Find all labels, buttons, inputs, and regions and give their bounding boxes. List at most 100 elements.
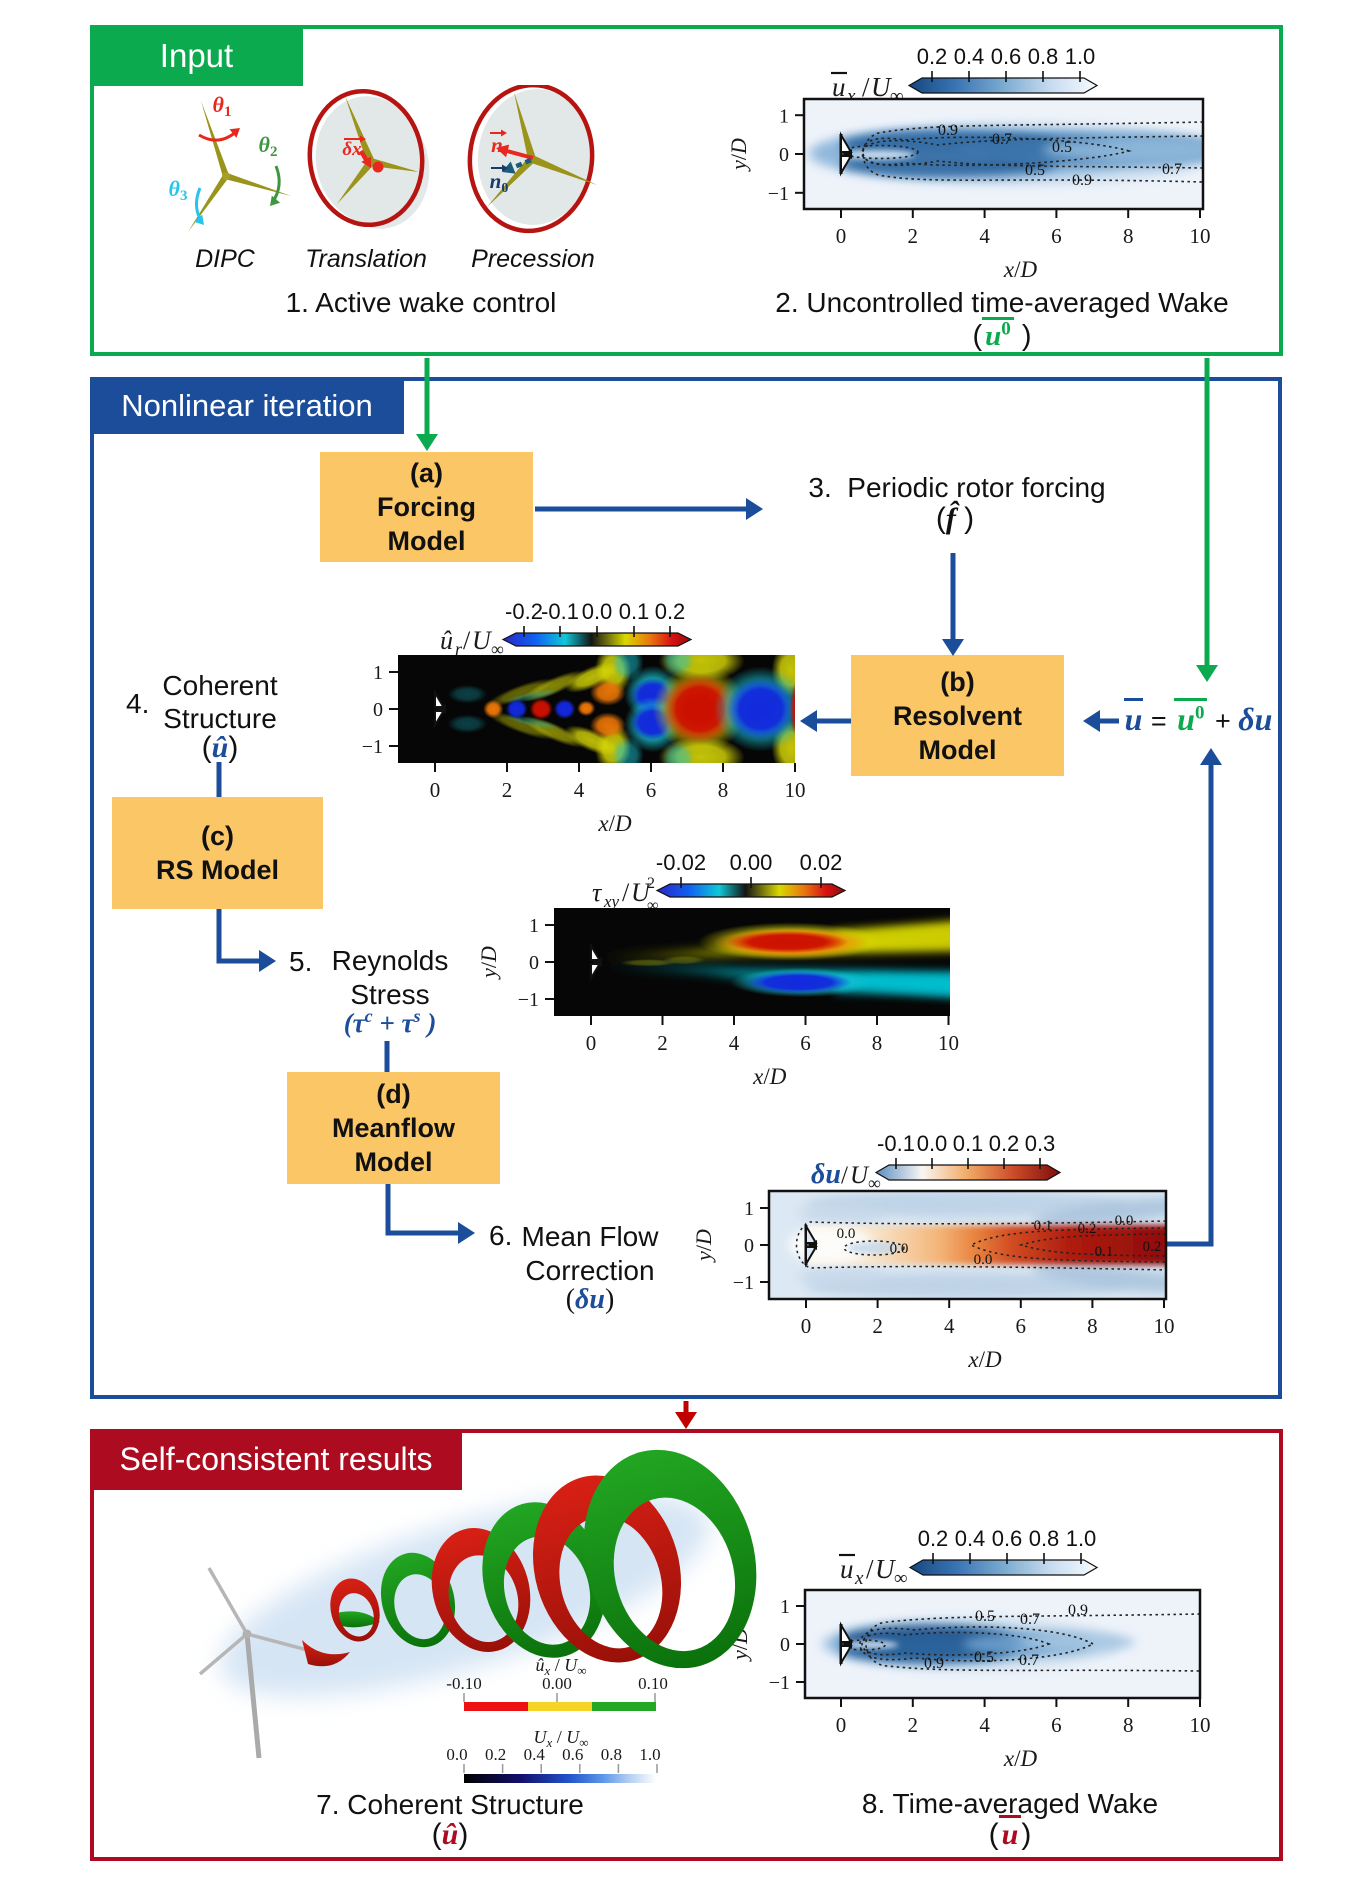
svg-text:0.5: 0.5 [1025,162,1045,179]
svg-text:∞: ∞ [647,897,658,914]
svg-text:0.7: 0.7 [1162,161,1182,178]
svg-text:0.4: 0.4 [524,1745,546,1764]
svg-text:0: 0 [529,952,539,974]
svg-text:û: û [440,626,453,655]
svg-text:−1: −1 [768,183,789,205]
svg-text:/: / [862,72,870,102]
svg-text:6: 6 [646,778,657,802]
svg-text:∞: ∞ [491,639,504,659]
svg-text:8: 8 [718,778,729,802]
svg-text:1: 1 [744,1198,754,1220]
svg-text:0.8: 0.8 [601,1745,622,1764]
svg-text:1: 1 [529,915,539,937]
svg-text:−1: −1 [769,1672,790,1694]
svg-text:0.8: 0.8 [1029,1526,1060,1551]
svg-text:0.2: 0.2 [655,599,686,624]
svg-text:0.1: 0.1 [619,599,650,624]
svg-text:−1: −1 [733,1272,754,1294]
svg-text:0.8: 0.8 [1028,44,1059,69]
svg-text:x: x [846,86,856,107]
svg-text:u: u [832,72,846,102]
svg-text:0.6: 0.6 [992,1526,1023,1551]
svg-text:4: 4 [729,1031,740,1055]
svg-text:10: 10 [938,1031,959,1055]
svg-text:-0.1: -0.1 [541,599,579,624]
svg-text:/: / [622,878,630,907]
svg-text:8: 8 [1123,1713,1134,1737]
svg-text:0.7: 0.7 [1019,1652,1039,1669]
svg-text:10: 10 [1190,1713,1211,1737]
svg-text:0.00: 0.00 [730,850,773,875]
svg-text:δx: δx [342,139,362,160]
svg-text:2: 2 [647,875,655,892]
svg-text:x/D: x/D [1003,257,1038,282]
svg-text:θ3: θ3 [169,176,188,204]
svg-text:0.9: 0.9 [1072,172,1092,189]
svg-text:r: r [455,639,463,659]
svg-text:n: n [491,133,503,157]
svg-text:0.0: 0.0 [1115,1213,1134,1229]
svg-text:2: 2 [657,1031,668,1055]
svg-text:y/D: y/D [726,138,751,172]
svg-text:x: x [854,1568,864,1589]
svg-text:1.0: 1.0 [1065,44,1096,69]
svg-text:0.2: 0.2 [1078,1221,1097,1237]
svg-text:0.1: 0.1 [1095,1244,1114,1260]
svg-text:0.0: 0.0 [974,1252,993,1268]
svg-text:2: 2 [908,224,919,248]
svg-text:6: 6 [1051,224,1062,248]
svg-text:4: 4 [979,1713,990,1737]
svg-text:∞: ∞ [868,1173,881,1193]
svg-text:x/D: x/D [752,1064,787,1089]
svg-text:ûx / U∞: ûx / U∞ [535,1655,586,1678]
svg-text:0.9: 0.9 [1068,1602,1088,1619]
svg-text:−1: −1 [362,736,383,758]
svg-text:0.7: 0.7 [992,131,1012,148]
svg-text:1.0: 1.0 [1066,1526,1097,1551]
svg-text:0: 0 [744,1235,754,1257]
svg-text:-0.2: -0.2 [505,599,543,624]
svg-text:0.3: 0.3 [1025,1131,1056,1156]
svg-text:0.0: 0.0 [446,1745,467,1764]
svg-text:6: 6 [1016,1314,1027,1338]
svg-text:-0.10: -0.10 [446,1674,481,1693]
svg-text:x/D: x/D [597,811,632,836]
svg-text:/: / [866,1554,874,1584]
svg-text:-0.02: -0.02 [656,850,706,875]
svg-text:y/D: y/D [695,1229,716,1263]
svg-text:0.10: 0.10 [638,1674,668,1693]
svg-text:x/D: x/D [1003,1746,1038,1771]
svg-text:0.5: 0.5 [975,1608,995,1625]
svg-text:x/D: x/D [967,1347,1002,1372]
svg-text:0.0: 0.0 [917,1131,948,1156]
svg-text:8: 8 [1087,1314,1098,1338]
svg-text:8: 8 [872,1031,883,1055]
svg-text:1: 1 [779,105,789,127]
svg-text:0: 0 [836,224,847,248]
svg-text:0.2: 0.2 [989,1131,1020,1156]
svg-text:0: 0 [373,699,383,721]
svg-text:0.6: 0.6 [991,44,1022,69]
svg-text:0.2: 0.2 [917,44,948,69]
svg-text:10: 10 [785,778,806,802]
svg-text:0.1: 0.1 [1034,1218,1053,1234]
svg-text:xy: xy [603,892,620,911]
svg-text:0.5: 0.5 [1052,139,1072,156]
svg-text:10: 10 [1154,1314,1175,1338]
svg-text:θ1: θ1 [213,92,232,120]
svg-text:τ: τ [592,878,603,907]
svg-text:U: U [631,878,652,907]
svg-text:0.2: 0.2 [1143,1239,1162,1255]
svg-text:8: 8 [1123,224,1134,248]
svg-text:0.4: 0.4 [954,44,985,69]
svg-text:0.0: 0.0 [582,599,613,624]
svg-text:2: 2 [872,1314,883,1338]
svg-text:0.2: 0.2 [485,1745,506,1764]
svg-text:0: 0 [836,1713,847,1737]
svg-text:0: 0 [780,1634,790,1656]
svg-text:6: 6 [1051,1713,1062,1737]
svg-text:10: 10 [1190,224,1211,248]
svg-text:y/D: y/D [480,946,501,980]
svg-text:0.4: 0.4 [955,1526,986,1551]
svg-text:0: 0 [779,144,789,166]
